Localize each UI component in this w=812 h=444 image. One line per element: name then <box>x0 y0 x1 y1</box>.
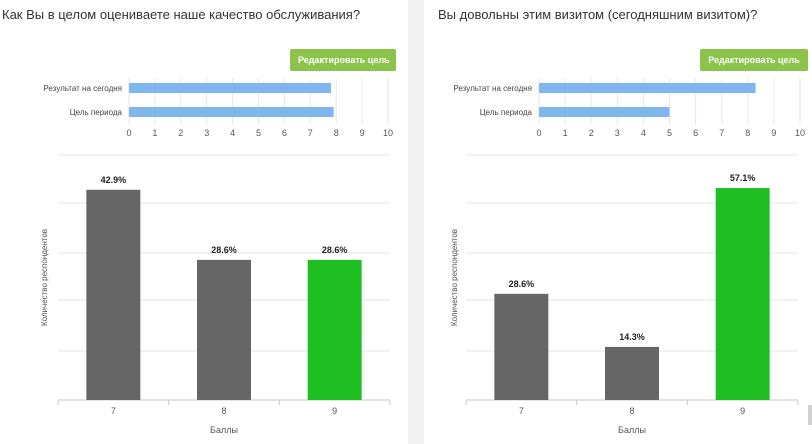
category-label: Цель периода <box>70 108 123 117</box>
x-tick-label: 8 <box>221 406 226 416</box>
goal-bar <box>539 107 670 117</box>
x-tick-label: 10 <box>795 128 805 138</box>
goal-bar <box>539 83 756 93</box>
x-tick-label: 9 <box>740 406 745 416</box>
goal-bar <box>129 83 332 93</box>
category-label: Результат на сегодня <box>43 84 122 93</box>
response-bar <box>86 189 141 400</box>
edit-goal-button[interactable]: Редактировать цель <box>700 49 808 71</box>
response-bar <box>307 259 362 400</box>
response-bar <box>494 293 549 400</box>
data-label: 28.6% <box>509 279 535 289</box>
x-tick-label: 3 <box>615 128 620 138</box>
left-question-panel: Как Вы в целом оцениваете наше качество … <box>0 0 408 444</box>
edit-goal-button[interactable]: Редактировать цель <box>290 49 396 71</box>
response-bar <box>715 188 770 400</box>
goal-bar <box>129 107 334 117</box>
left-charts: 0 1 2 3 4 5 6 7 8 9 10 Результат на сегодня Цель пер… <box>40 78 393 435</box>
x-tick-label: 9 <box>360 128 365 138</box>
response-bar <box>605 346 659 400</box>
x-tick-label: 1 <box>563 128 568 138</box>
data-label: 28.6% <box>322 245 348 255</box>
category-label: Цель периода <box>480 108 533 117</box>
x-tick-label: 4 <box>230 128 235 138</box>
x-tick-label: 9 <box>332 406 337 416</box>
category-label: Результат на сегодня <box>453 84 532 93</box>
x-tick-label: 2 <box>589 128 594 138</box>
data-label: 14.3% <box>619 332 645 342</box>
x-tick-label: 7 <box>308 128 313 138</box>
x-tick-label: 8 <box>629 406 634 416</box>
y-axis-title: Количество респондентов <box>450 229 459 326</box>
x-axis-title: Баллы <box>210 425 238 435</box>
question-title: Как Вы в целом оцениваете наше качество … <box>2 7 361 22</box>
x-tick-label: 7 <box>111 406 116 416</box>
panel-separator <box>408 0 424 444</box>
x-tick-label: 4 <box>641 128 646 138</box>
x-tick-label: 3 <box>204 128 209 138</box>
x-tick-label: 10 <box>383 128 393 138</box>
data-label: 28.6% <box>211 245 237 255</box>
x-tick-label: 6 <box>282 128 287 138</box>
x-tick-label: 6 <box>693 128 698 138</box>
x-tick-label: 8 <box>334 128 339 138</box>
right-question-panel: Вы довольны этим визитом (сегодняшним ви… <box>424 0 812 444</box>
x-tick-label: 1 <box>152 128 157 138</box>
x-tick-label: 7 <box>519 406 524 416</box>
x-axis-title: Баллы <box>618 425 646 435</box>
y-axis-title: Количество респондентов <box>40 229 49 326</box>
response-bar <box>197 259 251 400</box>
data-label: 57.1% <box>730 173 756 183</box>
x-tick-label: 9 <box>771 128 776 138</box>
question-title: Вы довольны этим визитом (сегодняшним ви… <box>438 7 758 22</box>
x-tick-label: 5 <box>256 128 261 138</box>
x-tick-label: 7 <box>719 128 724 138</box>
x-tick-label: 0 <box>126 128 131 138</box>
x-tick-label: 8 <box>745 128 750 138</box>
data-label: 42.9% <box>101 175 127 185</box>
x-tick-label: 5 <box>667 128 672 138</box>
scrollbar[interactable] <box>808 405 812 425</box>
right-charts: 0 1 2 3 4 5 6 7 8 9 10 Результат на сегодня Цель пер… <box>450 78 805 435</box>
x-tick-label: 0 <box>536 128 541 138</box>
x-tick-label: 2 <box>178 128 183 138</box>
